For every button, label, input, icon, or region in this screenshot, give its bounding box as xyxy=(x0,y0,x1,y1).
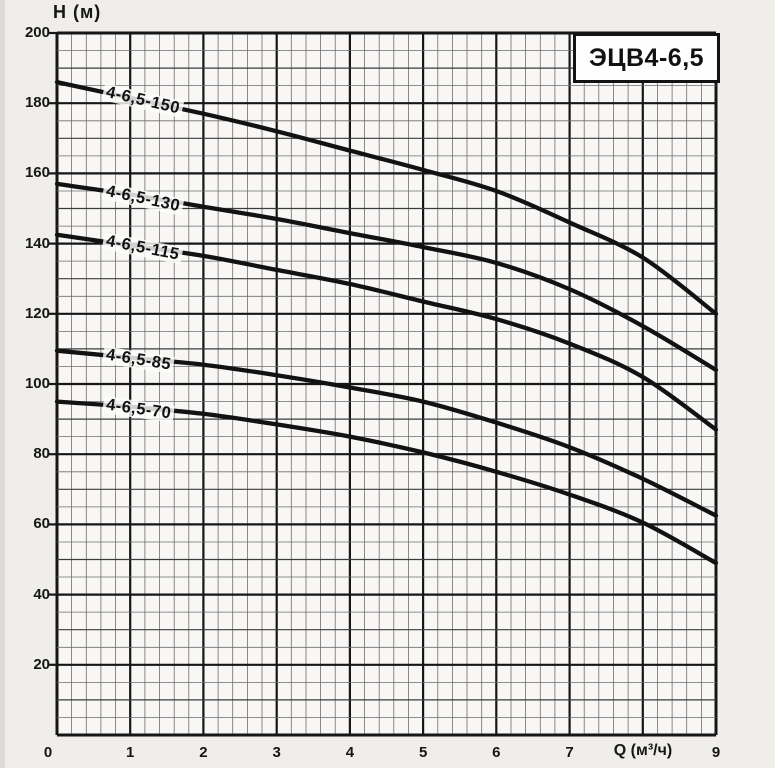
y-tick-label: 100 xyxy=(24,375,50,392)
x-tick-label: 2 xyxy=(199,744,208,761)
x-tick-label: 0 xyxy=(43,744,53,761)
y-tick-label: 140 xyxy=(24,234,50,252)
y-tick-label: 200 xyxy=(24,24,50,41)
x-tick-label: 4 xyxy=(345,744,355,761)
scan-edge-shadow xyxy=(0,0,5,768)
x-tick-label: 5 xyxy=(418,744,428,761)
y-tick-label: 40 xyxy=(33,585,50,603)
x-tick-label: 6 xyxy=(492,744,501,761)
x-tick-label: 9 xyxy=(711,744,721,761)
y-tick-label: 180 xyxy=(24,94,50,112)
x-axis-title: Q (м³/ч) xyxy=(613,742,673,759)
chart-title-box: ЭЦВ4-6,5 xyxy=(573,33,720,83)
y-axis-title: H (м) xyxy=(53,2,102,22)
x-tick-label: 1 xyxy=(126,744,135,761)
y-tick-label: 160 xyxy=(24,164,50,182)
chart-title: ЭЦВ4-6,5 xyxy=(588,43,705,72)
y-tick-label: 60 xyxy=(33,515,50,533)
x-tick-label: 3 xyxy=(272,744,281,761)
y-tick-label: 80 xyxy=(33,445,50,463)
x-tick-label: 7 xyxy=(565,744,574,761)
y-tick-label: 120 xyxy=(24,304,50,322)
y-tick-label: 20 xyxy=(33,655,50,673)
